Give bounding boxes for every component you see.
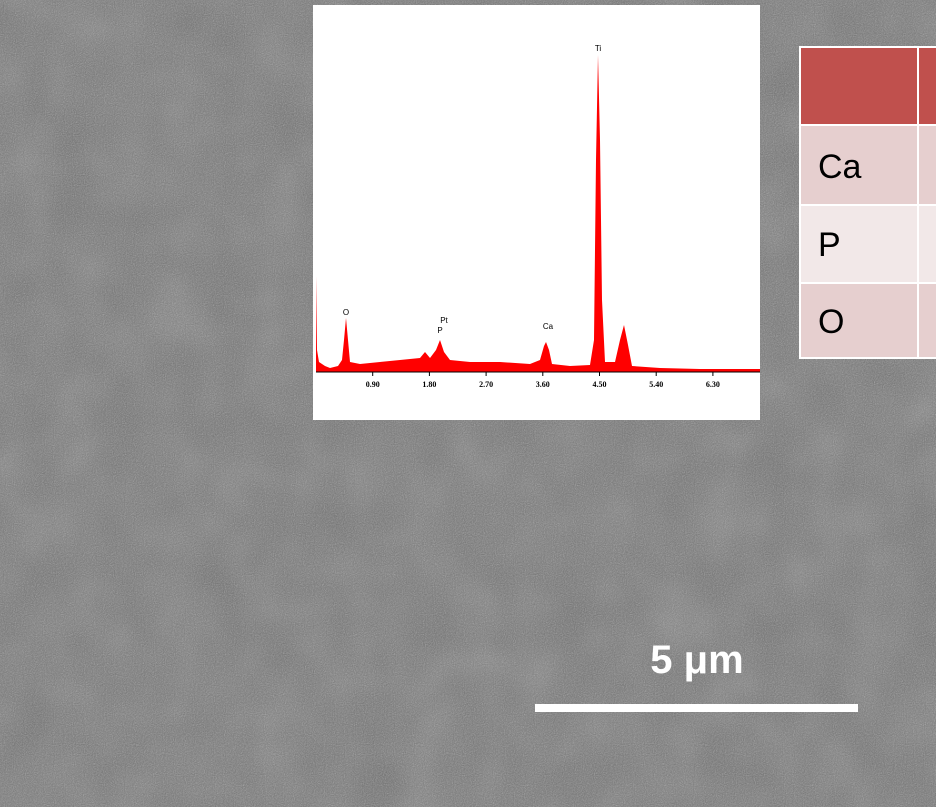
peak-label: P	[437, 326, 442, 335]
x-tick-label: 0.90	[366, 380, 380, 389]
peak-label: Pt	[440, 316, 448, 325]
sem-figure: O Pt P Ca Ti 0.90 1.80 2.70 3.60 4.50 5.40 6.3…	[0, 0, 936, 807]
table-cell-text: Ca	[818, 148, 862, 186]
scale-bar	[535, 704, 858, 712]
table-cell-text: P	[818, 226, 841, 264]
x-tick-label: 2.70	[479, 380, 493, 389]
table-cell	[918, 125, 936, 205]
table-cell-text: O	[818, 303, 844, 341]
x-tick-label: 3.60	[536, 380, 550, 389]
table-cell	[918, 283, 936, 358]
peak-label: O	[343, 308, 349, 317]
composition-table: Ca P O	[800, 47, 936, 358]
scale-bar-label: 5 μm	[650, 638, 743, 682]
page: O Pt P Ca Ti 0.90 1.80 2.70 3.60 4.50 5.40 6.3…	[0, 0, 936, 807]
table-cell	[918, 205, 936, 283]
eds-spectrum: O Pt P Ca Ti 0.90 1.80 2.70 3.60 4.50 5.40 6.3…	[313, 5, 760, 420]
x-tick-label: 1.80	[422, 380, 436, 389]
peak-label: Ca	[543, 322, 554, 331]
inset-background	[313, 5, 760, 420]
header-cell	[800, 47, 918, 125]
x-tick-label: 6.30	[706, 380, 720, 389]
x-tick-label: 5.40	[649, 380, 663, 389]
header-cell	[918, 47, 936, 125]
peak-label: Ti	[595, 44, 602, 53]
x-tick-label: 4.50	[593, 380, 607, 389]
